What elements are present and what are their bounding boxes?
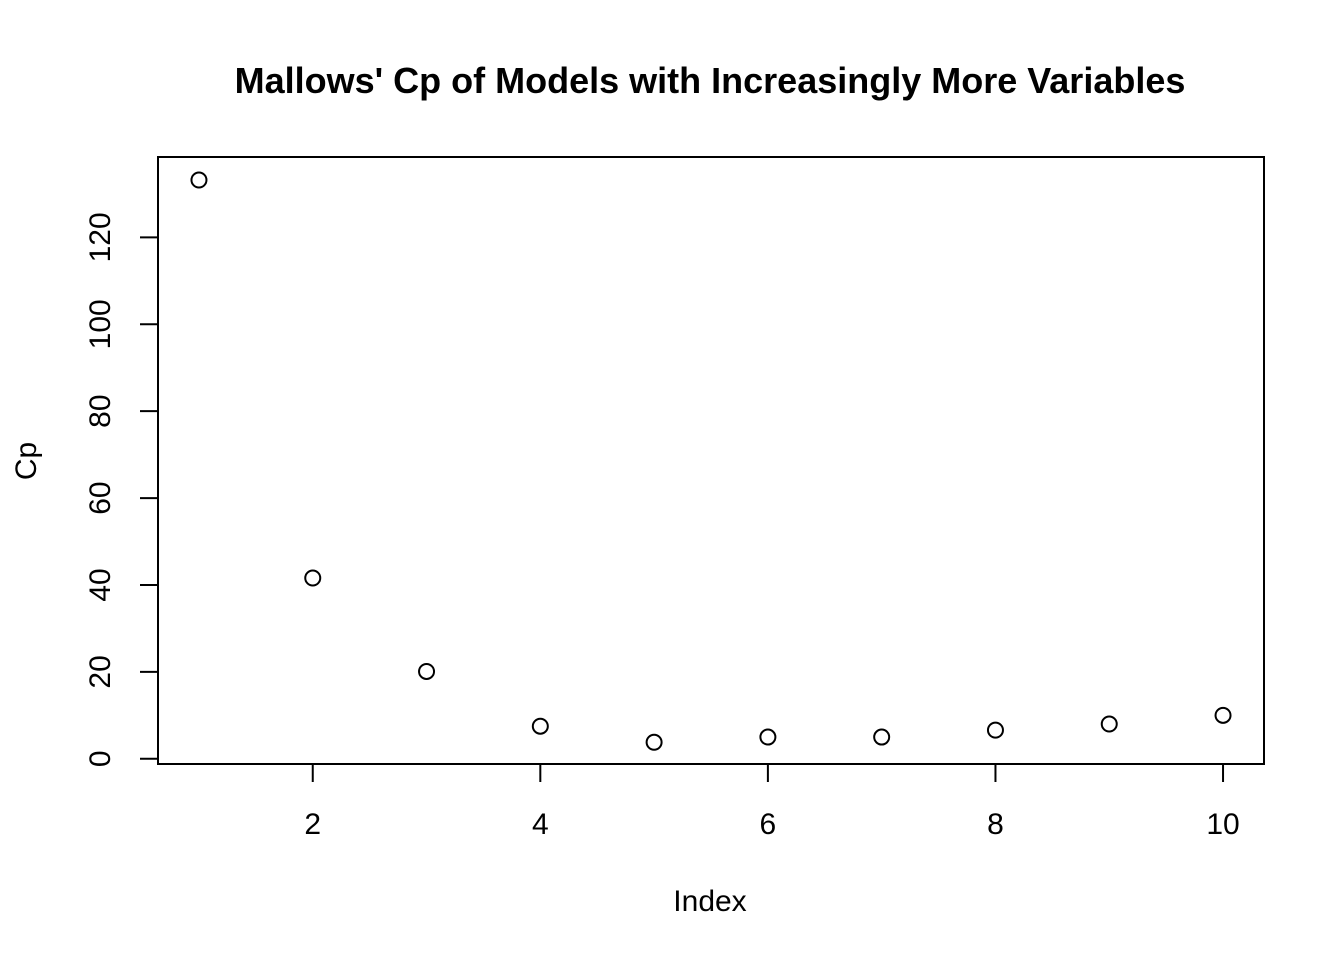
- chart-title: Mallows' Cp of Models with Increasingly …: [235, 60, 1186, 101]
- data-point: [531, 717, 549, 735]
- data-points: [190, 171, 1232, 751]
- x-tick-label: 8: [987, 808, 1004, 841]
- y-tick-label: 100: [84, 299, 117, 349]
- x-axis: 2 4 6 8 10: [304, 763, 1240, 841]
- y-axis: 0 20 40 60 80 100 120: [84, 212, 159, 767]
- y-axis-label: Cp: [10, 442, 43, 480]
- y-tick-label: 0: [84, 750, 117, 767]
- data-point: [1100, 715, 1118, 733]
- plot-frame: [157, 156, 1265, 765]
- data-point: [418, 662, 436, 680]
- data-point: [645, 733, 663, 751]
- x-tick-label: 10: [1206, 808, 1239, 841]
- x-axis-label: Index: [673, 885, 746, 918]
- data-point: [1214, 706, 1232, 724]
- y-tick-label: 60: [84, 481, 117, 514]
- x-tick-label: 6: [760, 808, 777, 841]
- data-point: [190, 171, 208, 189]
- y-tick-label: 80: [84, 394, 117, 427]
- data-point: [986, 721, 1004, 739]
- y-tick-label: 120: [84, 212, 117, 262]
- data-point: [304, 569, 322, 587]
- x-tick-label: 2: [304, 808, 321, 841]
- data-point: [759, 728, 777, 746]
- y-tick-label: 40: [84, 568, 117, 601]
- data-point: [873, 728, 891, 746]
- y-tick-label: 20: [84, 655, 117, 688]
- x-tick-label: 4: [532, 808, 549, 841]
